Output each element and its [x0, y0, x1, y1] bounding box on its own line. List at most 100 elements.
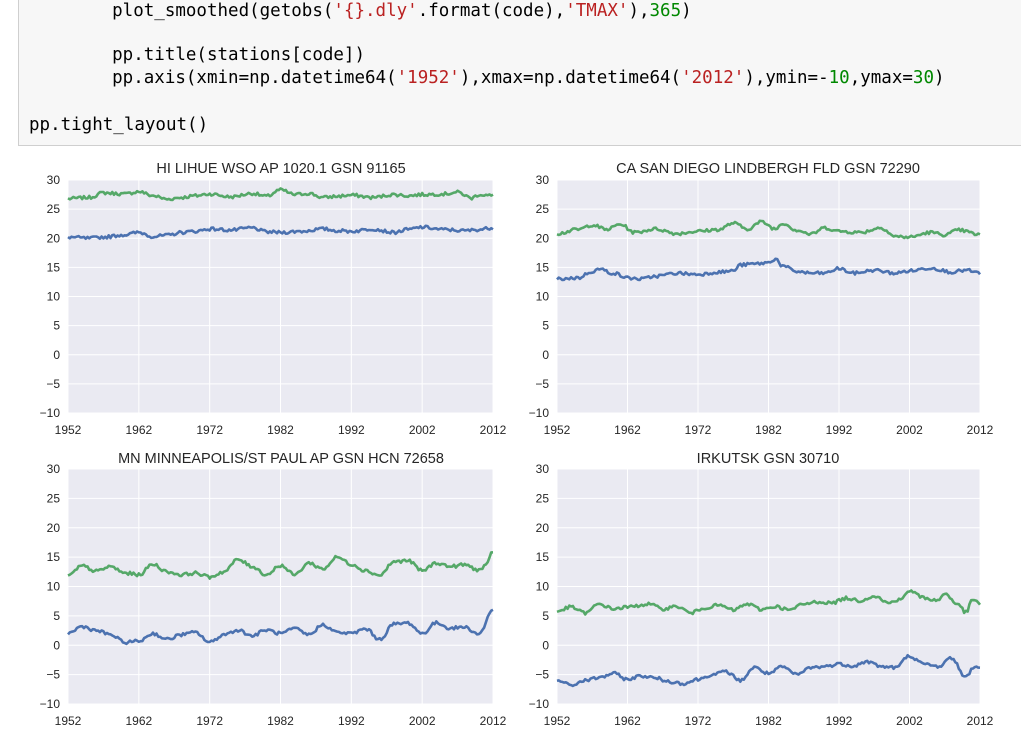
x-tick-label: 1952 [55, 714, 82, 728]
y-tick-label: −10 [40, 406, 61, 420]
x-tick-label: 2012 [967, 423, 994, 437]
y-tick-label: 25 [47, 491, 61, 505]
y-tick-label: 10 [536, 580, 550, 594]
x-tick-label: 1962 [614, 423, 641, 437]
code-string: 'TMAX' [565, 1, 629, 21]
y-tick-label: 15 [47, 260, 61, 274]
series-line-tmin [67, 608, 494, 646]
x-tick-label: 1982 [755, 423, 782, 437]
x-tick-label: 1982 [267, 714, 294, 728]
y-tick-label: 25 [536, 202, 550, 216]
x-tick-label: 1962 [125, 423, 152, 437]
code-number: 30 [912, 68, 934, 88]
code-token: ), [628, 1, 650, 21]
code-string: '1952' [396, 68, 460, 88]
code-token: ) [934, 68, 945, 88]
code-token: ) [681, 1, 692, 21]
x-tick-label: 2002 [896, 714, 923, 728]
y-tick-label: 15 [536, 260, 550, 274]
y-tick-label: 5 [542, 609, 549, 623]
series-line-tmin [67, 224, 494, 240]
series-line-tmax [556, 219, 981, 240]
x-tick-label: 1962 [614, 714, 641, 728]
y-tick-label: 5 [53, 609, 60, 623]
code-cell[interactable]: plot_smoothed(getobs('{}.dly'.format(cod… [18, 0, 1021, 146]
code-string: '{}.dly' [333, 1, 418, 21]
y-tick-label: −5 [535, 668, 549, 682]
chart-panel-4: 30 25 20 15 10 5 0 −5 −10 1952 1962 1972 1982 1992 200… [529, 451, 994, 728]
y-tick-label: 5 [542, 319, 549, 333]
x-tick-label: 1992 [338, 423, 365, 437]
y-tick-label: 0 [53, 638, 60, 652]
code-line-axis[interactable]: pp.axis(xmin=np.datetime64('1952'),xmax=… [70, 67, 945, 89]
y-tick-label: −10 [40, 697, 61, 711]
y-tick-label: −5 [46, 668, 60, 682]
series-line-tmin [556, 653, 981, 688]
x-tick-label: 1972 [196, 714, 223, 728]
x-tick-label: 2012 [480, 423, 507, 437]
series-line-tmax [556, 589, 982, 616]
y-tick-label: 30 [536, 462, 550, 476]
y-tick-label: 0 [542, 348, 549, 362]
code-token: ,ymax= [849, 68, 913, 88]
series-line-tmax [67, 551, 494, 580]
y-tick-label: −10 [529, 697, 550, 711]
x-tick-label: 1982 [267, 423, 294, 437]
x-tick-label: 1972 [685, 714, 712, 728]
y-tick-label: 10 [47, 290, 61, 304]
y-tick-label: 25 [536, 491, 550, 505]
code-token: .format(code), [417, 1, 566, 21]
x-tick-label: 2002 [896, 423, 923, 437]
code-number: 365 [649, 1, 682, 21]
x-tick-label: 2002 [409, 423, 436, 437]
x-tick-label: 1962 [125, 714, 152, 728]
x-tick-label: 2012 [967, 714, 994, 728]
chart-title: MN MINNEAPOLIS/ST PAUL AP GSN HCN 72658 [118, 451, 444, 467]
x-tick-label: 1982 [755, 714, 782, 728]
code-line-tight-layout[interactable]: pp.tight_layout() [29, 115, 209, 135]
y-tick-label: 30 [47, 173, 61, 187]
chart-panel-1: 30 25 20 15 10 5 0 −5 −10 1952 1962 1972 1982 1992 200… [40, 161, 507, 437]
series-line-tmax [67, 187, 494, 202]
y-tick-label: 15 [536, 550, 550, 564]
code-token: ),xmax=np.datetime64( [459, 68, 682, 88]
code-token: pp.axis(xmin=np.datetime64( [70, 68, 397, 88]
chart-title: IRKUTSK GSN 30710 [697, 451, 840, 467]
x-tick-label: 1952 [55, 423, 82, 437]
x-tick-label: 1952 [544, 423, 571, 437]
y-tick-label: 20 [47, 521, 61, 535]
x-tick-label: 1992 [826, 423, 853, 437]
y-tick-label: 20 [536, 521, 550, 535]
y-tick-label: 0 [53, 348, 60, 362]
code-line-plot-smoothed[interactable]: plot_smoothed(getobs('{}.dly'.format(cod… [70, 0, 692, 22]
x-tick-label: 1992 [826, 714, 853, 728]
chart-title: HI LIHUE WSO AP 1020.1 GSN 91165 [156, 161, 405, 177]
code-token: plot_smoothed(getobs( [70, 1, 334, 21]
y-tick-label: 20 [47, 231, 61, 245]
y-tick-label: −5 [535, 377, 549, 391]
y-tick-label: 10 [47, 580, 61, 594]
y-tick-label: 0 [542, 638, 549, 652]
y-tick-label: 10 [536, 290, 550, 304]
y-tick-label: 20 [536, 231, 550, 245]
y-tick-label: 5 [53, 319, 60, 333]
y-tick-label: −5 [46, 377, 60, 391]
x-tick-label: 2002 [409, 714, 436, 728]
y-tick-label: −10 [529, 406, 550, 420]
x-tick-label: 1992 [338, 714, 365, 728]
y-tick-label: 15 [47, 550, 61, 564]
series-line-tmin [556, 257, 982, 282]
x-tick-label: 1972 [196, 423, 223, 437]
x-tick-label: 1952 [544, 714, 571, 728]
y-tick-label: 30 [47, 462, 61, 476]
y-tick-label: 25 [47, 202, 61, 216]
chart-panel-3: 30 25 20 15 10 5 0 −5 −10 1952 1962 1972 1982 1992 200… [40, 451, 507, 728]
chart-title: CA SAN DIEGO LINDBERGH FLD GSN 72290 [616, 161, 920, 177]
code-line-title[interactable]: pp.title(stations[code]) [70, 45, 366, 65]
y-tick-label: 30 [536, 173, 550, 187]
code-number: 10 [828, 68, 850, 88]
code-token: ),ymin=- [744, 68, 829, 88]
x-tick-label: 2012 [480, 714, 507, 728]
x-tick-label: 1972 [685, 423, 712, 437]
